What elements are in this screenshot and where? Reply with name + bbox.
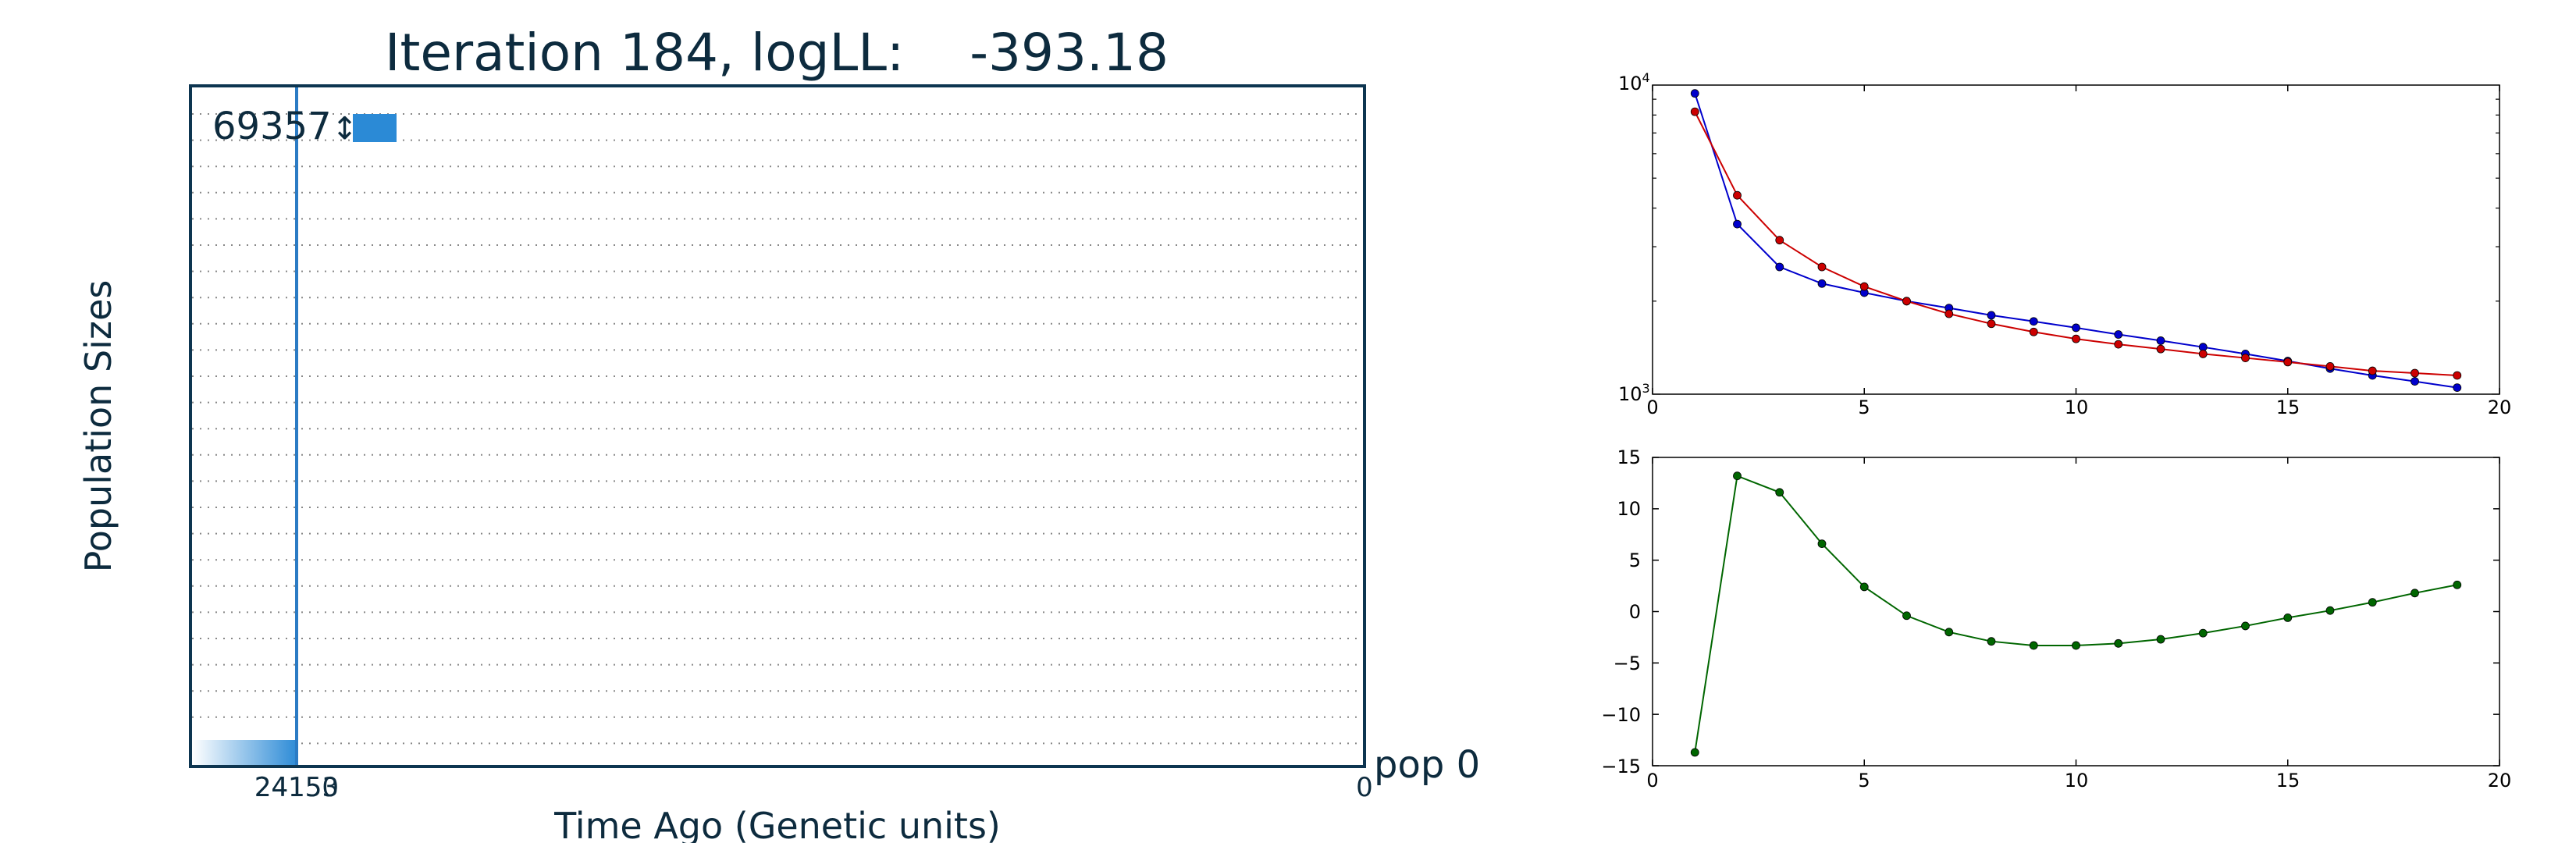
lin-plot-frame [1652,457,2500,767]
main-x-axis-label: Time Ago (Genetic units) [553,805,1001,843]
main-y-axis-label: Population Sizes [77,280,119,573]
data-point [2156,635,2165,644]
lin-y-tick-label: 0 [1629,601,1641,623]
data-point [1690,107,1699,116]
data-point [1859,282,1869,291]
data-point [1944,628,1954,637]
data-point [1902,611,1911,621]
data-point [1733,219,1742,229]
data-point [1775,262,1784,272]
data-point [1944,309,1954,318]
data-point [2368,366,2377,375]
gradient-trace-panel: 0 5 10 15 20 15 10 5 0 −5 −10 −15 [1601,446,2511,791]
lin-y-tick-label: 15 [1617,446,1641,468]
data-point [1817,539,1827,548]
population-label: pop 0 [1374,743,1480,787]
log-x-tick-label: 20 [2488,397,2512,418]
lin-y-tick-label: 5 [1629,550,1641,571]
data-point [2411,589,2419,598]
log-x-tick-label: 15 [2276,397,2300,418]
data-point [2198,628,2208,638]
data-point [2072,323,2080,333]
lin-plot-ticks [1652,457,2500,767]
lin-x-tick-label: 15 [2276,770,2300,791]
data-point [2241,354,2250,362]
data-point [2114,330,2123,339]
data-point [2411,377,2419,386]
data-point [2114,638,2123,648]
log-x-tick-label: 10 [2065,397,2089,418]
main-title: Iteration 184, logLL: -393.18 [385,23,1169,83]
population-size-label: 69357↕ [212,105,358,148]
population-size-marker [353,114,397,142]
data-point [1817,262,1827,272]
lin-y-tick-label: 10 [1617,498,1641,520]
lin-plot-series [1690,471,2462,757]
resize-arrow-icon: ↕ [332,111,358,147]
data-point [1690,748,1699,757]
data-point [2114,340,2123,349]
data-point [2453,371,2462,380]
lin-y-tick-label: −5 [1614,653,1641,674]
data-point [2029,641,2038,650]
data-point [2072,641,2080,650]
data-point [1987,311,1996,320]
data-point [1859,582,1869,592]
likelihood-trace-panel: 0 5 10 15 20 104 103 [1618,70,2511,418]
series-line [1694,93,2457,389]
data-point [2453,383,2462,393]
data-point [1733,471,1742,481]
main-x-tick-label: 0 [1356,772,1373,803]
data-point [2411,368,2419,378]
data-point [2368,598,2377,607]
data-point [2156,344,2165,354]
data-point [2029,317,2038,326]
main-plot-frame [189,84,1366,768]
lin-x-tick-label: 0 [1646,770,1658,791]
log-plot-ticks [1652,85,2500,395]
data-point [2072,334,2080,343]
data-point [2029,327,2038,336]
main-gridlines [192,113,1363,745]
data-point [1690,89,1699,98]
data-point [1733,190,1742,200]
lin-y-tick-label: −15 [1601,756,1641,777]
lin-y-tick-label: −10 [1601,704,1641,726]
data-point [1775,488,1784,497]
lin-x-tick-label: 20 [2488,770,2512,791]
data-point [1902,297,1911,306]
data-point [2325,606,2335,615]
lin-x-tick-label: 5 [1858,770,1870,791]
data-point [2453,580,2462,589]
data-point [2156,336,2165,345]
data-point [2283,357,2293,367]
population-history-bar [192,740,298,765]
data-point [2283,614,2293,622]
log-x-tick-label: 5 [1858,397,1870,418]
lin-x-tick-label: 10 [2065,770,2089,791]
main-x-tick-label: 24150 [254,772,339,803]
data-point [1987,319,1996,329]
data-point [2241,621,2250,631]
data-point [2198,349,2208,358]
log-x-tick-label: 0 [1646,397,1658,418]
data-point [1817,279,1827,288]
series-line [1694,475,2457,753]
data-point [2325,361,2335,371]
log-plot-series [1690,89,2462,393]
data-point [1987,637,1996,646]
main-x-tick-label: 24153 [254,772,339,803]
log-y-tick-label: 104 [1618,70,1650,94]
log-y-tick-label: 103 [1618,381,1650,405]
data-point [1775,236,1784,245]
main-panel: Iteration 184, logLL: -393.18 69357↕ 241… [77,23,1480,843]
